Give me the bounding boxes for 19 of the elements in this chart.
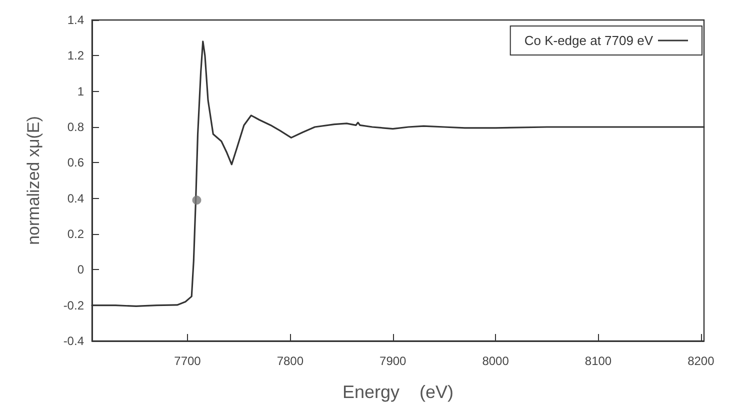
y-tick-label: 1 [77,84,84,98]
y-tick-label: 1.4 [67,13,84,27]
y-tick-label: -0.2 [63,298,84,312]
x-axis-title: Energy (eV) [342,382,454,402]
x-tick-label: 8100 [584,354,612,368]
x-tick-label: 8200 [688,354,715,368]
y-tick-label: 0.6 [67,156,84,170]
y-axis-title: normalized xμ(E) [24,116,43,245]
x-tick-label: 8000 [482,354,510,368]
y-tick-label: -0.4 [63,334,84,348]
y-tick-label: 0.8 [67,120,84,134]
legend-label: Co K-edge at 7709 eV [524,33,654,48]
y-tick-label: 0 [77,262,84,277]
x-tick-label: 7900 [380,354,407,368]
x-tick-label: 7800 [276,354,304,368]
x-tick-label: 7700 [174,354,202,368]
y-tick-label: 0.2 [67,227,84,241]
y-tick-label: 1.2 [67,48,84,63]
y-tick-label: 0.4 [67,191,84,206]
